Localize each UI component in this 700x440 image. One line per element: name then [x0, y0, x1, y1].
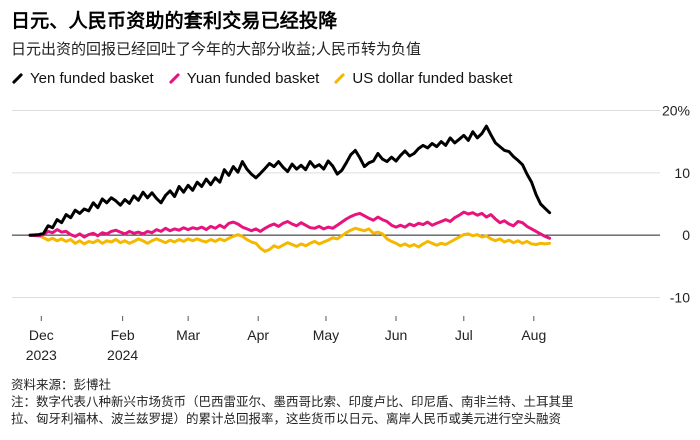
- footnote-line-1: 注：数字代表八种新兴市场货币（巴西雷亚尔、墨西哥比索、印度卢比、印尼盾、南非兰特…: [11, 394, 574, 409]
- y-tick-label: 0: [682, 227, 690, 243]
- legend-label-yuan: Yuan funded basket: [186, 69, 320, 87]
- x-tick-label: Dec: [29, 327, 54, 343]
- series-line-yen: [28, 124, 552, 237]
- line-chart: 20% 10 0 -10 Dec 2023 Feb 2024 Mar Apr May Jun Jul Au…: [12, 102, 690, 363]
- y-tick-label: 20%: [662, 102, 690, 118]
- chart-subtitle: 日元出资的回报已经回吐了今年的大部分收益;人民币转为负值: [11, 40, 422, 58]
- legend-label-usd: US dollar funded basket: [352, 69, 513, 87]
- legend-label-yen: Yen funded basket: [30, 69, 154, 87]
- x-tick-label: Mar: [176, 327, 200, 343]
- y-tick-label: -10: [670, 290, 690, 306]
- legend-item-yen: Yen funded basket: [11, 70, 154, 87]
- x-tick-year-label: 2023: [26, 347, 57, 363]
- legend-swatch-yuan: [168, 72, 180, 84]
- chart-legend: Yen funded basket Yuan funded basket US …: [11, 68, 526, 88]
- source-note: 资料来源：彭博社: [11, 377, 112, 392]
- chart-footer: 资料来源：彭博社 注：数字代表八种新兴市场货币（巴西雷亚尔、墨西哥比索、印度卢比…: [11, 376, 691, 427]
- x-tick-label: Jun: [385, 327, 408, 343]
- chart-title: 日元、人民币资助的套利交易已经投降: [11, 10, 338, 32]
- x-tick-label: May: [313, 327, 339, 343]
- legend-item-usd: US dollar funded basket: [333, 70, 512, 87]
- x-tick-year-label: 2024: [107, 347, 138, 363]
- series-line-usd: [28, 226, 552, 253]
- x-tick-label: Apr: [247, 327, 269, 343]
- y-tick-label: 10: [674, 165, 690, 181]
- legend-swatch-usd: [334, 72, 346, 84]
- x-tick-label: Feb: [111, 327, 135, 343]
- footnote-line-2: 拉、匈牙利福林、波兰兹罗提）的累计总回报率，这些货币以日元、离岸人民币或美元进行…: [11, 411, 562, 426]
- x-tick-label: Jul: [455, 327, 473, 343]
- series-line-yuan: [28, 210, 552, 240]
- x-tick-label: Aug: [521, 327, 546, 343]
- legend-swatch-yen: [11, 72, 24, 84]
- legend-item-yuan: Yuan funded basket: [168, 69, 320, 87]
